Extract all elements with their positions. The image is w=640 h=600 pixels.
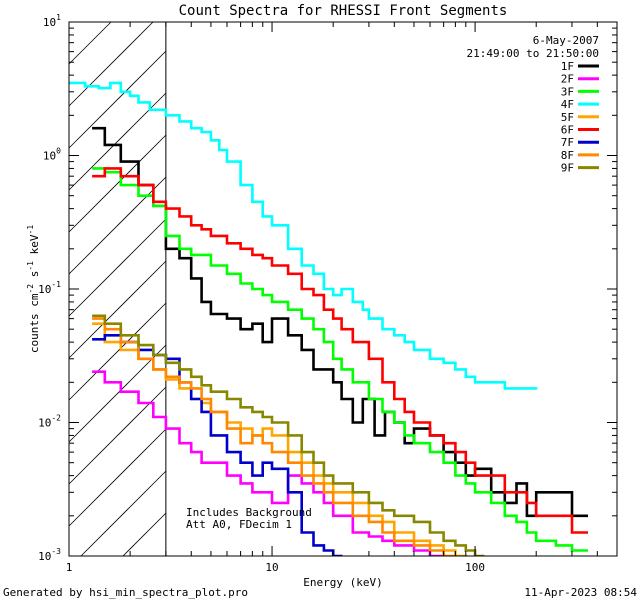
legend: 6-May-2007 21:49:00 to 21:50:00 1F2F3F4F… [467, 34, 599, 175]
y-tick-label: 101 [43, 13, 61, 29]
hatch-line [68, 428, 167, 527]
axes: 1 10 100 10-3 10-2 10-1 100 101 [38, 13, 618, 574]
series-8F [92, 317, 458, 556]
series-3F [92, 167, 588, 552]
legend-label-2F: 2F [561, 73, 574, 86]
x-tick-label: 1 [66, 561, 73, 574]
hatch-line [68, 218, 167, 317]
series-6F [92, 167, 588, 534]
y-tick-label: 10-1 [38, 280, 61, 296]
hatch-line [68, 92, 167, 191]
legend-label-5F: 5F [561, 111, 574, 124]
x-tick-label: 100 [465, 561, 485, 574]
series-1F [92, 126, 588, 518]
x-axis-label: Energy (keV) [303, 576, 382, 589]
hatch-line [68, 21, 154, 107]
y-tick-label: 10-3 [38, 547, 61, 563]
y-axis-label: counts cm-2 s-1 keV-1 [26, 225, 41, 353]
series-7F [92, 334, 343, 556]
hatch-line [68, 260, 167, 359]
annotation-attenuator: Att A0, FDecim 1 [186, 518, 292, 531]
hatch-line [68, 302, 167, 401]
legend-label-9F: 9F [561, 162, 574, 175]
footer-timestamp: 11-Apr-2023 08:54 [524, 586, 637, 599]
hatch-line [68, 134, 167, 233]
hatch-line [68, 50, 167, 149]
footer-generated-by: Generated by hsi_min_spectra_plot.pro [3, 586, 248, 599]
hatch-line [68, 176, 167, 275]
hatch-line [68, 21, 112, 65]
hatch-line [122, 512, 167, 557]
legend-label-4F: 4F [561, 98, 574, 111]
legend-label-6F: 6F [561, 124, 574, 137]
y-tick-label: 10-2 [38, 414, 61, 430]
series-layer [69, 81, 588, 556]
y-tick-label: 100 [43, 147, 61, 163]
legend-label-3F: 3F [561, 85, 574, 98]
hatch-line [68, 386, 167, 485]
chart-title: Count Spectra for RHESSI Front Segments [179, 3, 508, 19]
hatch-line [80, 470, 167, 557]
hatch-line [68, 344, 167, 443]
x-tick-label: 10 [265, 561, 278, 574]
series-9F [92, 314, 485, 556]
legend-label-1F: 1F [561, 60, 574, 73]
hatched-region [68, 21, 167, 557]
series-2F [92, 370, 447, 556]
annotation-background: Includes Background [186, 506, 312, 519]
legend-date: 6-May-2007 [533, 34, 599, 47]
series-4F [69, 81, 538, 390]
legend-label-7F: 7F [561, 136, 574, 149]
legend-label-8F: 8F [561, 149, 574, 162]
legend-time-range: 21:49:00 to 21:50:00 [467, 47, 599, 60]
